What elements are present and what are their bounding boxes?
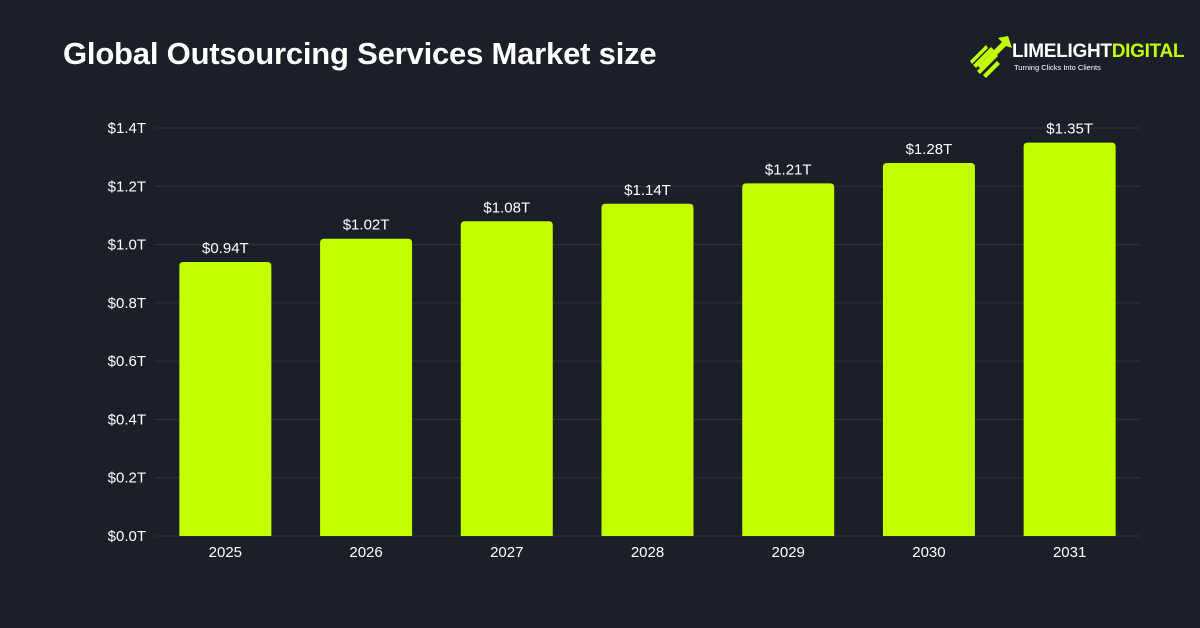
x-tick-label-2031: 2031 bbox=[1053, 544, 1086, 561]
y-tick-label: $1.2T bbox=[108, 178, 146, 195]
rocket-arrow-icon bbox=[970, 36, 1012, 78]
y-tick-label: $1.0T bbox=[108, 237, 146, 254]
x-tick-label-2029: 2029 bbox=[772, 544, 805, 561]
y-tick-label: $0.0T bbox=[108, 528, 146, 545]
bar-2029 bbox=[742, 183, 835, 536]
brand-logo: LIMELIGHTDIGITAL Turning Clicks Into Cli… bbox=[968, 34, 1184, 84]
y-tick-label: $0.4T bbox=[108, 411, 146, 428]
brand-tagline: Turning Clicks Into Clients bbox=[1014, 63, 1101, 72]
bar-2025 bbox=[179, 262, 272, 536]
data-label-2029: $1.21T bbox=[765, 161, 812, 178]
x-tick-label-2030: 2030 bbox=[912, 544, 945, 561]
y-tick-label: $0.2T bbox=[108, 470, 146, 487]
data-label-2025: $0.94T bbox=[202, 240, 249, 257]
bar-2026 bbox=[320, 238, 413, 536]
y-tick-label: $0.8T bbox=[108, 295, 146, 312]
bar-2030 bbox=[882, 162, 975, 536]
y-tick-label: $1.4T bbox=[108, 120, 146, 137]
brand-word-digital: DIGITAL bbox=[1111, 41, 1185, 62]
brand-wordmark: LIMELIGHTDIGITAL bbox=[1012, 42, 1184, 61]
x-tick-label-2028: 2028 bbox=[631, 544, 664, 561]
bar-2028 bbox=[601, 203, 694, 536]
brand-word-limelight: LIMELIGHT bbox=[1012, 41, 1112, 62]
data-label-2026: $1.02T bbox=[343, 217, 390, 234]
x-tick-label-2026: 2026 bbox=[349, 544, 382, 561]
x-tick-label-2027: 2027 bbox=[490, 544, 523, 561]
data-label-2028: $1.14T bbox=[624, 182, 671, 199]
y-tick-label: $0.6T bbox=[108, 353, 146, 370]
data-label-2030: $1.28T bbox=[906, 141, 953, 158]
bar-2031 bbox=[1023, 142, 1116, 537]
bar-2027 bbox=[460, 221, 553, 536]
chart-title: Global Outsourcing Services Market size bbox=[63, 36, 657, 71]
x-tick-label-2025: 2025 bbox=[209, 544, 242, 561]
data-label-2027: $1.08T bbox=[483, 199, 530, 216]
data-label-2031: $1.35T bbox=[1046, 121, 1093, 138]
